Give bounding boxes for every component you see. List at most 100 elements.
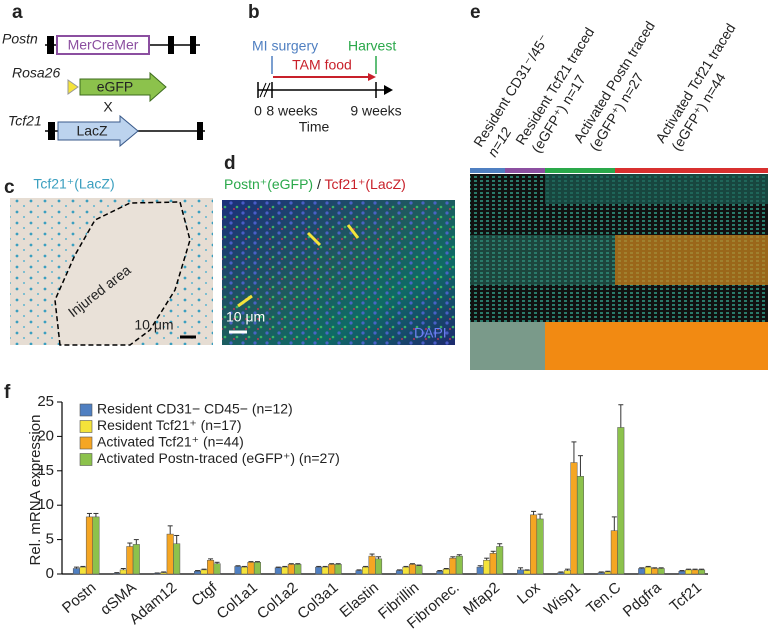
panel-letter: d (224, 153, 236, 174)
bar (576, 476, 584, 575)
title-part: Postn⁺(eGFP) (224, 176, 313, 192)
heatmap-block (545, 322, 768, 370)
time-label: 0 (254, 103, 262, 119)
panel-letter: e (470, 2, 481, 23)
heatmap-block (470, 322, 545, 370)
gene-label: Postn (2, 31, 38, 47)
bar (160, 572, 168, 575)
group-bar (505, 168, 545, 173)
bar (119, 569, 127, 575)
bar (287, 564, 295, 575)
title-part: / (313, 176, 324, 192)
panel-letter: f (4, 382, 11, 403)
bar (173, 543, 181, 575)
loxp (67, 79, 79, 95)
x-tick-label: Col1a2 (254, 579, 301, 623)
egfp-arrow (79, 71, 167, 103)
bar (375, 558, 383, 575)
micrograph-cells (222, 200, 455, 345)
bar (698, 569, 706, 575)
bar (557, 572, 565, 575)
scale-label: 10 μm (226, 309, 265, 325)
bar (657, 568, 665, 575)
bar (247, 562, 255, 575)
bar (496, 546, 504, 575)
stain-label: DAPI (414, 325, 447, 341)
bar (362, 566, 370, 575)
bar (691, 569, 699, 575)
bar (315, 566, 323, 575)
bar (436, 570, 444, 575)
legend-swatch (79, 420, 93, 433)
gene-label: Rosa26 (12, 65, 60, 81)
bar (536, 518, 544, 575)
cross: X (103, 99, 113, 115)
bar (328, 564, 336, 575)
panel-letter: a (12, 2, 23, 23)
legend-label: Activated Postn-traced (eGFP⁺) (n=27) (97, 450, 340, 466)
legend-swatch (79, 453, 93, 466)
panel-letter: c (4, 177, 15, 198)
bar (355, 570, 363, 575)
bar (442, 568, 450, 575)
bar (644, 566, 652, 575)
exon (168, 36, 174, 54)
x-tick-label: Ctgf (188, 579, 221, 610)
y-axis-label: Rel. mRNA expression (27, 415, 44, 566)
bar (126, 546, 134, 575)
cassette-label: MerCreMer (68, 37, 139, 53)
x-tick-label: Col3a1 (294, 579, 341, 623)
bar (597, 572, 605, 575)
panel-letter: b (248, 2, 260, 23)
lacz-arrow (57, 114, 139, 148)
bar (132, 544, 140, 575)
time-label: 8 weeks (266, 103, 317, 119)
axis-label: Time (299, 119, 330, 135)
x-tick-label: Wisp1 (541, 579, 584, 619)
bar (234, 566, 242, 575)
bar (685, 569, 693, 575)
bar (563, 570, 571, 575)
break (259, 82, 267, 98)
x-tick-label: Pdgfra (620, 579, 665, 621)
bar (476, 566, 484, 575)
bar (415, 565, 423, 575)
event-label: MI surgery (252, 38, 318, 54)
bar (281, 566, 289, 575)
bar (449, 557, 457, 575)
bar (402, 566, 410, 575)
scale-label: 10 μm (134, 317, 173, 333)
y-tick-label: 15 (37, 462, 54, 479)
legend-label: Resident CD31− CD45− (n=12) (97, 401, 293, 417)
break (263, 82, 271, 98)
bar (408, 564, 416, 575)
bar (294, 564, 302, 575)
legend-label: Activated Tcf21⁺ (n=44) (97, 434, 244, 450)
bar (274, 567, 282, 575)
y-tick-label: 0 (46, 565, 54, 582)
x-tick-label: Tcf21 (667, 579, 705, 615)
bar (455, 555, 463, 575)
bar (638, 568, 646, 575)
bar (92, 516, 100, 575)
bar (368, 555, 376, 575)
legend-swatch (79, 436, 93, 450)
title-part: Tcf21⁺(LacZ) (325, 176, 406, 192)
legend-label: Resident Tcf21⁺ (n=17) (97, 417, 242, 433)
bar (194, 570, 202, 575)
bar (213, 563, 221, 575)
bar (334, 564, 342, 575)
y-tick-label: 20 (37, 427, 54, 444)
arrow (237, 294, 253, 308)
arrowhead (368, 73, 376, 81)
bar (200, 569, 208, 575)
x-tick-label: Col1a1 (213, 579, 260, 623)
x-tick-label: Lox (514, 579, 544, 608)
bar (489, 553, 497, 575)
event-label: TAM food (292, 57, 352, 73)
x-tick-label: Elastin (337, 579, 382, 621)
x-tick-label: Ten.C (583, 579, 624, 617)
arrowhead (384, 85, 393, 95)
bar (517, 569, 525, 575)
